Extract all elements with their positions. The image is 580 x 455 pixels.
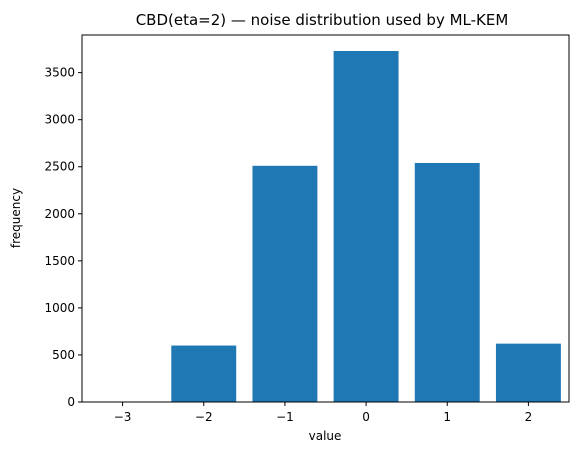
x-tick-label: 0 [362,410,370,424]
x-tick-label: −3 [114,410,132,424]
x-tick-label: 1 [443,410,451,424]
x-axis-label: value [309,429,342,443]
x-tick-label: 2 [525,410,533,424]
y-tick-label: 2500 [44,160,75,174]
y-tick-label: 500 [52,348,75,362]
bars-group [171,50,561,402]
y-axis-label: frequency [9,188,23,248]
x-tick-label: −1 [276,410,294,424]
bar-5 [495,343,561,402]
y-axis: 0 500 1000 1500 2000 2500 3000 3500 [44,66,82,409]
x-tick-label: −2 [195,410,213,424]
x-axis: −3 −2 −1 0 1 2 [114,402,533,424]
chart-title: CBD(eta=2) — noise distribution used by … [136,11,509,29]
y-tick-label: 0 [67,395,75,409]
y-tick-label: 3000 [44,113,75,127]
y-tick-label: 3500 [44,66,75,80]
bar-2 [252,165,318,402]
plot-frame [81,34,570,403]
y-tick-label: 2000 [44,207,75,221]
bar-4 [414,162,480,402]
y-tick-label: 1500 [44,254,75,268]
bar-3 [333,50,399,402]
y-tick-label: 1000 [44,301,75,315]
bar-1 [171,345,237,402]
